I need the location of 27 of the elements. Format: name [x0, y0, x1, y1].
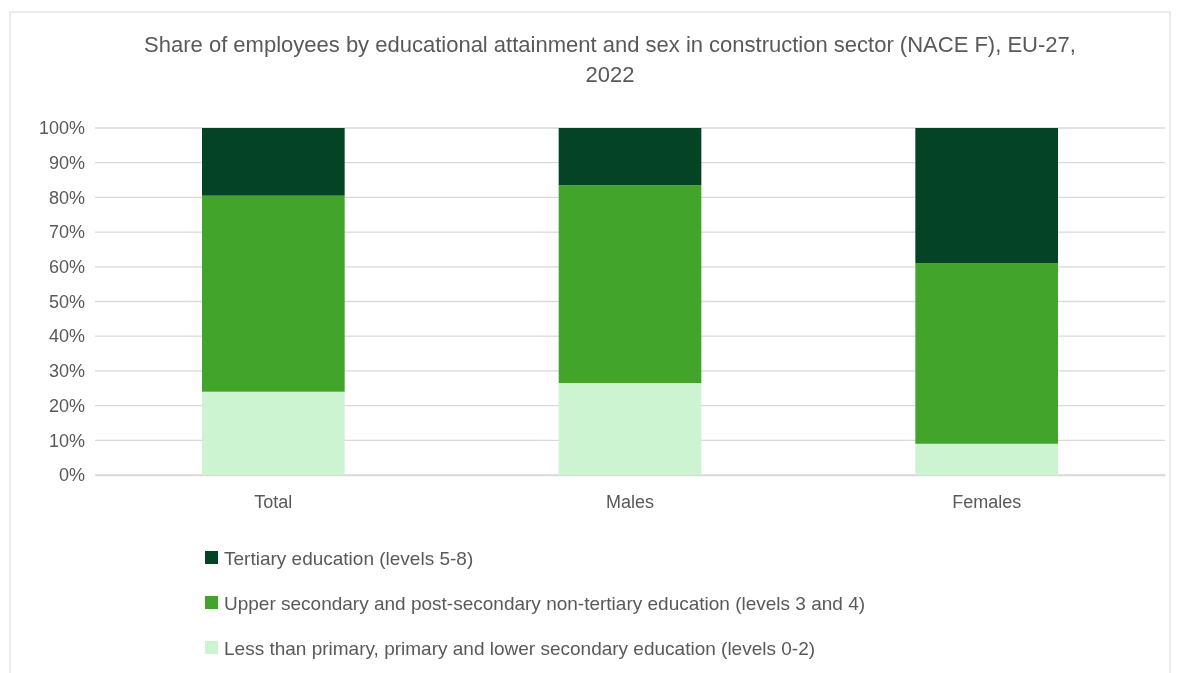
legend-label: Less than primary, primary and lower secondary education (levels 0-2) — [224, 638, 816, 659]
x-tick-label: Males — [605, 491, 655, 512]
bar — [558, 383, 702, 475]
y-tick-label: 20% — [48, 395, 85, 416]
legend-label: Upper secondary and post-secondary non-tertiary education (levels 3 and 4) — [224, 593, 866, 614]
bar — [915, 443, 1058, 475]
y-tick-label: 10% — [48, 430, 85, 451]
chart-title: Share of employees by educational attainment and sex in construction sector (NACE F), EU-27, 2022 — [144, 32, 1076, 87]
y-tick-label: 60% — [48, 257, 85, 278]
bar — [202, 391, 345, 475]
y-tick-label: 80% — [48, 187, 85, 208]
y-tick-label: 100% — [38, 118, 85, 139]
y-tick-label: 40% — [48, 326, 85, 347]
bar — [202, 195, 345, 392]
bar — [558, 128, 702, 186]
bar — [915, 128, 1058, 264]
y-tick-label: 50% — [48, 291, 85, 312]
bar — [558, 185, 702, 384]
y-tick-label: 70% — [48, 222, 85, 243]
y-tick-label: 90% — [48, 152, 85, 173]
x-tick-label: Total — [254, 491, 293, 512]
bar — [202, 128, 345, 196]
y-tick-label: 0% — [58, 465, 85, 486]
legend-label: Tertiary education (levels 5-8) — [224, 548, 474, 569]
bar — [915, 263, 1058, 444]
x-tick-label: Females — [952, 491, 1022, 512]
y-tick-label: 30% — [48, 361, 85, 382]
